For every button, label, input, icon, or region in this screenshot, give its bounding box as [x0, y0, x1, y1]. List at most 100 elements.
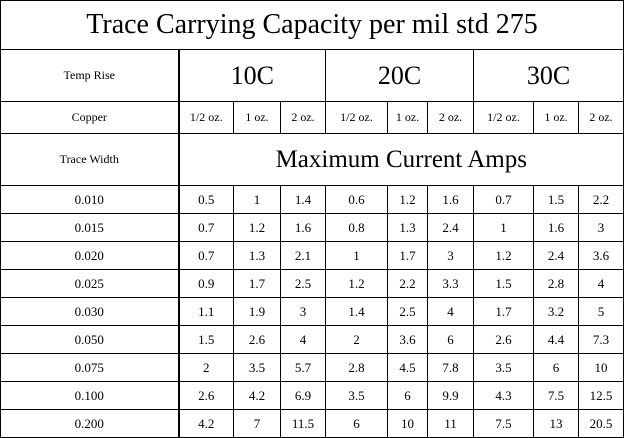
amps-value: 4.4	[533, 325, 579, 354]
trace-width: 0.030	[0, 297, 180, 326]
amps-value: 1.4	[325, 297, 388, 326]
amps-value: 5	[577, 297, 624, 326]
trace-width: 0.075	[0, 353, 180, 382]
temp-row: Temp Rise 10C 20C 30C	[0, 49, 624, 102]
amps-value: 4.5	[387, 353, 428, 382]
trace-width: 0.050	[0, 325, 180, 354]
amps-value: 1	[233, 185, 281, 214]
amps-value: 0.7	[473, 185, 534, 214]
data-row: 0.030 1.1 1.9 3 1.4 2.5 4 1.7 3.2 5	[0, 297, 624, 326]
amps-value: 2.4	[533, 241, 579, 270]
trace-width: 0.010	[0, 185, 180, 214]
amps-value: 3.3	[427, 269, 474, 298]
amps-value: 1.2	[325, 269, 388, 298]
amps-value: 2.6	[473, 325, 534, 354]
amps-value: 10	[577, 353, 624, 382]
amps-value: 6.9	[280, 381, 326, 410]
amps-value: 2.1	[280, 241, 326, 270]
amps-value: 7.5	[473, 409, 534, 438]
amps-value: 1.3	[387, 213, 428, 242]
amps-value: 1.6	[427, 185, 474, 214]
trace-width: 0.200	[0, 409, 180, 438]
copper-weight: 1 oz.	[533, 101, 579, 134]
amps-value: 1.2	[473, 241, 534, 270]
copper-row: Copper 1/2 oz. 1 oz. 2 oz. 1/2 oz. 1 oz. 2 oz…	[0, 101, 624, 134]
trace-width: 0.100	[0, 381, 180, 410]
amps-value: 2.5	[387, 297, 428, 326]
row-label: Trace Width	[0, 133, 180, 186]
amps-value: 1.7	[473, 297, 534, 326]
data-row: 0.025 0.9 1.7 2.5 1.2 2.2 3.3 1.5 2.8 4	[0, 269, 624, 298]
amps-value: 3.6	[387, 325, 428, 354]
copper-weight: 2 oz.	[427, 101, 474, 134]
amps-value: 0.9	[178, 269, 234, 298]
amps-value: 6	[325, 409, 388, 438]
amps-value: 2.6	[178, 381, 234, 410]
copper-weight: 2 oz.	[280, 101, 326, 134]
amps-value: 7.3	[577, 325, 624, 354]
amps-value: 3	[577, 213, 624, 242]
amps-value: 2	[325, 325, 388, 354]
amps-value: 9.9	[427, 381, 474, 410]
amps-value: 2.2	[577, 185, 624, 214]
data-row: 0.075 2 3.5 5.7 2.8 4.5 7.8 3.5 6 10	[0, 353, 624, 382]
trace-width: 0.015	[0, 213, 180, 242]
row-label: Copper	[0, 101, 180, 134]
amps-value: 0.7	[178, 241, 234, 270]
copper-weight: 1/2 oz.	[325, 101, 388, 134]
amps-value: 1	[473, 213, 534, 242]
amps-value: 1.5	[473, 269, 534, 298]
copper-weight: 1 oz.	[233, 101, 281, 134]
amps-value: 3.6	[577, 241, 624, 270]
amps-value: 3	[427, 241, 474, 270]
amps-value: 4.2	[233, 381, 281, 410]
amps-value: 12.5	[577, 381, 624, 410]
amps-value: 1.7	[387, 241, 428, 270]
amps-value: 4.2	[178, 409, 234, 438]
amps-value: 0.7	[178, 213, 234, 242]
amps-value: 11.5	[280, 409, 326, 438]
trace-width: 0.020	[0, 241, 180, 270]
data-row: 0.010 0.5 1 1.4 0.6 1.2 1.6 0.7 1.5 2.2	[0, 185, 624, 214]
amps-value: 3.5	[325, 381, 388, 410]
amps-value: 7.8	[427, 353, 474, 382]
amps-value: 20.5	[577, 409, 624, 438]
amps-value: 4	[427, 297, 474, 326]
amps-value: 13	[533, 409, 579, 438]
amps-value: 1.1	[178, 297, 234, 326]
amps-value: 7.5	[533, 381, 579, 410]
amps-value: 3.5	[233, 353, 281, 382]
amps-value: 1.7	[233, 269, 281, 298]
copper-weight: 1/2 oz.	[178, 101, 234, 134]
amps-value: 0.6	[325, 185, 388, 214]
amps-value: 1.3	[233, 241, 281, 270]
amps-value: 10	[387, 409, 428, 438]
amps-value: 6	[533, 353, 579, 382]
data-row: 0.200 4.2 7 11.5 6 10 11 7.5 13 20.5	[0, 409, 624, 438]
data-row: 0.015 0.7 1.2 1.6 0.8 1.3 2.4 1 1.6 3	[0, 213, 624, 242]
amps-value: 7	[233, 409, 281, 438]
copper-weight: 1/2 oz.	[473, 101, 534, 134]
amps-value: 2	[178, 353, 234, 382]
title-row: Trace Carrying Capacity per mil std 275	[0, 0, 624, 50]
amps-value: 5.7	[280, 353, 326, 382]
copper-weight: 1 oz.	[387, 101, 428, 134]
subtitle: Maximum Current Amps	[177, 133, 624, 186]
copper-weight: 2 oz.	[577, 101, 624, 134]
row-label: Temp Rise	[0, 49, 180, 102]
amps-value: 2.8	[533, 269, 579, 298]
data-row: 0.050 1.5 2.6 4 2 3.6 6 2.6 4.4 7.3	[0, 325, 624, 354]
table-title: Trace Carrying Capacity per mil std 275	[0, 0, 624, 50]
amps-value: 4	[577, 269, 624, 298]
amps-value: 4.3	[473, 381, 534, 410]
amps-value: 2.2	[387, 269, 428, 298]
amps-value: 3.5	[473, 353, 534, 382]
subtitle-row: Trace Width Maximum Current Amps	[0, 133, 624, 186]
amps-value: 1.2	[387, 185, 428, 214]
amps-value: 0.5	[178, 185, 234, 214]
temp-header: 10C	[178, 49, 326, 102]
amps-value: 1.2	[233, 213, 281, 242]
